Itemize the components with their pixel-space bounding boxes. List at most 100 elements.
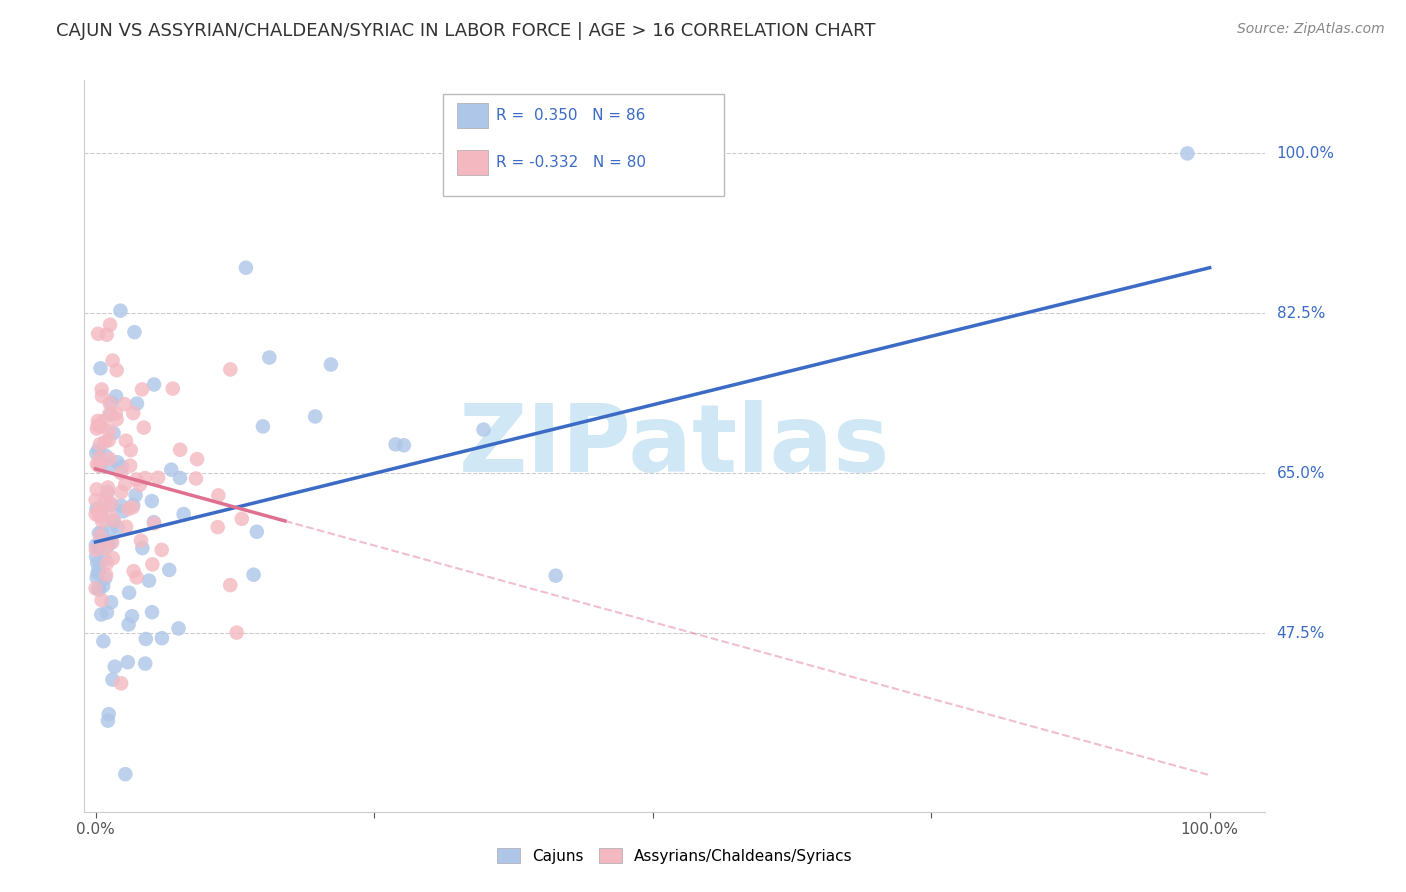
Legend: Cajuns, Assyrians/Chaldeans/Syriacs: Cajuns, Assyrians/Chaldeans/Syriacs (491, 842, 859, 870)
Text: 65.0%: 65.0% (1277, 466, 1324, 481)
Point (98, 508, 121, 522)
Point (129, 533, 152, 548)
Point (87, 582, 110, 596)
Point (87, 526, 110, 541)
Point (87, 564, 110, 578)
Point (105, 389, 128, 403)
Point (134, 471, 156, 485)
Point (384, 437, 406, 451)
Point (121, 500, 143, 515)
Point (114, 397, 136, 411)
Text: 82.5%: 82.5% (1277, 306, 1324, 321)
Point (167, 621, 190, 635)
Point (169, 442, 191, 457)
Point (84, 492, 107, 507)
Point (84, 507, 107, 521)
Point (100, 496, 122, 510)
Point (124, 488, 146, 502)
Point (86, 422, 108, 436)
Point (146, 471, 169, 485)
Point (231, 512, 253, 526)
Point (86, 501, 108, 516)
Point (91, 414, 114, 428)
Point (246, 524, 269, 539)
Point (97, 480, 120, 494)
Point (93, 494, 115, 508)
Point (97, 434, 120, 448)
Point (131, 541, 153, 555)
Point (98, 407, 121, 421)
Point (94, 434, 117, 449)
Point (219, 362, 242, 376)
Point (186, 452, 208, 467)
Point (132, 420, 155, 434)
Point (219, 578, 242, 592)
Point (89, 458, 111, 473)
Point (104, 659, 127, 673)
Point (90, 500, 112, 515)
Point (138, 574, 160, 588)
Point (98, 396, 121, 410)
Point (87, 504, 110, 518)
Point (91, 579, 114, 593)
Point (98, 451, 121, 466)
Point (259, 351, 281, 365)
Text: ZIPatlas: ZIPatlas (460, 400, 890, 492)
Point (86, 483, 108, 497)
Text: CAJUN VS ASSYRIAN/CHALDEAN/SYRIAC IN LABOR FORCE | AGE > 16 CORRELATION CHART: CAJUN VS ASSYRIAN/CHALDEAN/SYRIAC IN LAB… (56, 22, 876, 40)
Point (96, 327, 118, 342)
Point (472, 423, 495, 437)
Point (100, 595, 122, 609)
Point (101, 353, 124, 368)
Point (121, 609, 143, 624)
Point (101, 535, 124, 549)
Point (89, 361, 111, 376)
Point (110, 499, 132, 513)
Point (184, 471, 207, 485)
Point (87, 458, 110, 473)
Point (242, 567, 264, 582)
Point (87, 541, 110, 555)
Point (87, 442, 110, 457)
Point (84, 538, 107, 552)
Point (96, 606, 118, 620)
Point (122, 564, 145, 578)
Point (90, 510, 112, 524)
Point (89, 451, 111, 466)
Text: 47.5%: 47.5% (1277, 626, 1324, 641)
Point (160, 463, 183, 477)
Point (150, 631, 173, 645)
Text: Source: ZipAtlas.com: Source: ZipAtlas.com (1237, 22, 1385, 37)
Point (94, 571, 117, 585)
Point (225, 625, 247, 640)
Point (86, 571, 108, 585)
Point (319, 358, 342, 372)
Point (1177, 146, 1199, 161)
Point (544, 568, 567, 582)
Point (105, 412, 128, 426)
Point (86, 556, 108, 570)
Point (90, 607, 112, 622)
Point (117, 617, 139, 632)
Point (87, 508, 110, 523)
Point (89, 529, 111, 543)
Point (100, 498, 122, 512)
Text: 100.0%: 100.0% (1277, 146, 1334, 161)
Point (103, 426, 125, 441)
Point (90, 533, 112, 547)
Point (87, 414, 110, 428)
Point (110, 676, 132, 690)
Point (120, 458, 142, 473)
Point (84, 582, 107, 596)
Point (111, 459, 134, 474)
Point (128, 478, 150, 492)
Point (107, 520, 129, 534)
Point (87, 418, 110, 433)
Point (114, 767, 136, 781)
Point (101, 673, 124, 687)
Point (110, 466, 132, 480)
Point (122, 406, 145, 420)
Point (125, 473, 148, 487)
Point (86, 566, 108, 580)
Point (87, 561, 110, 575)
